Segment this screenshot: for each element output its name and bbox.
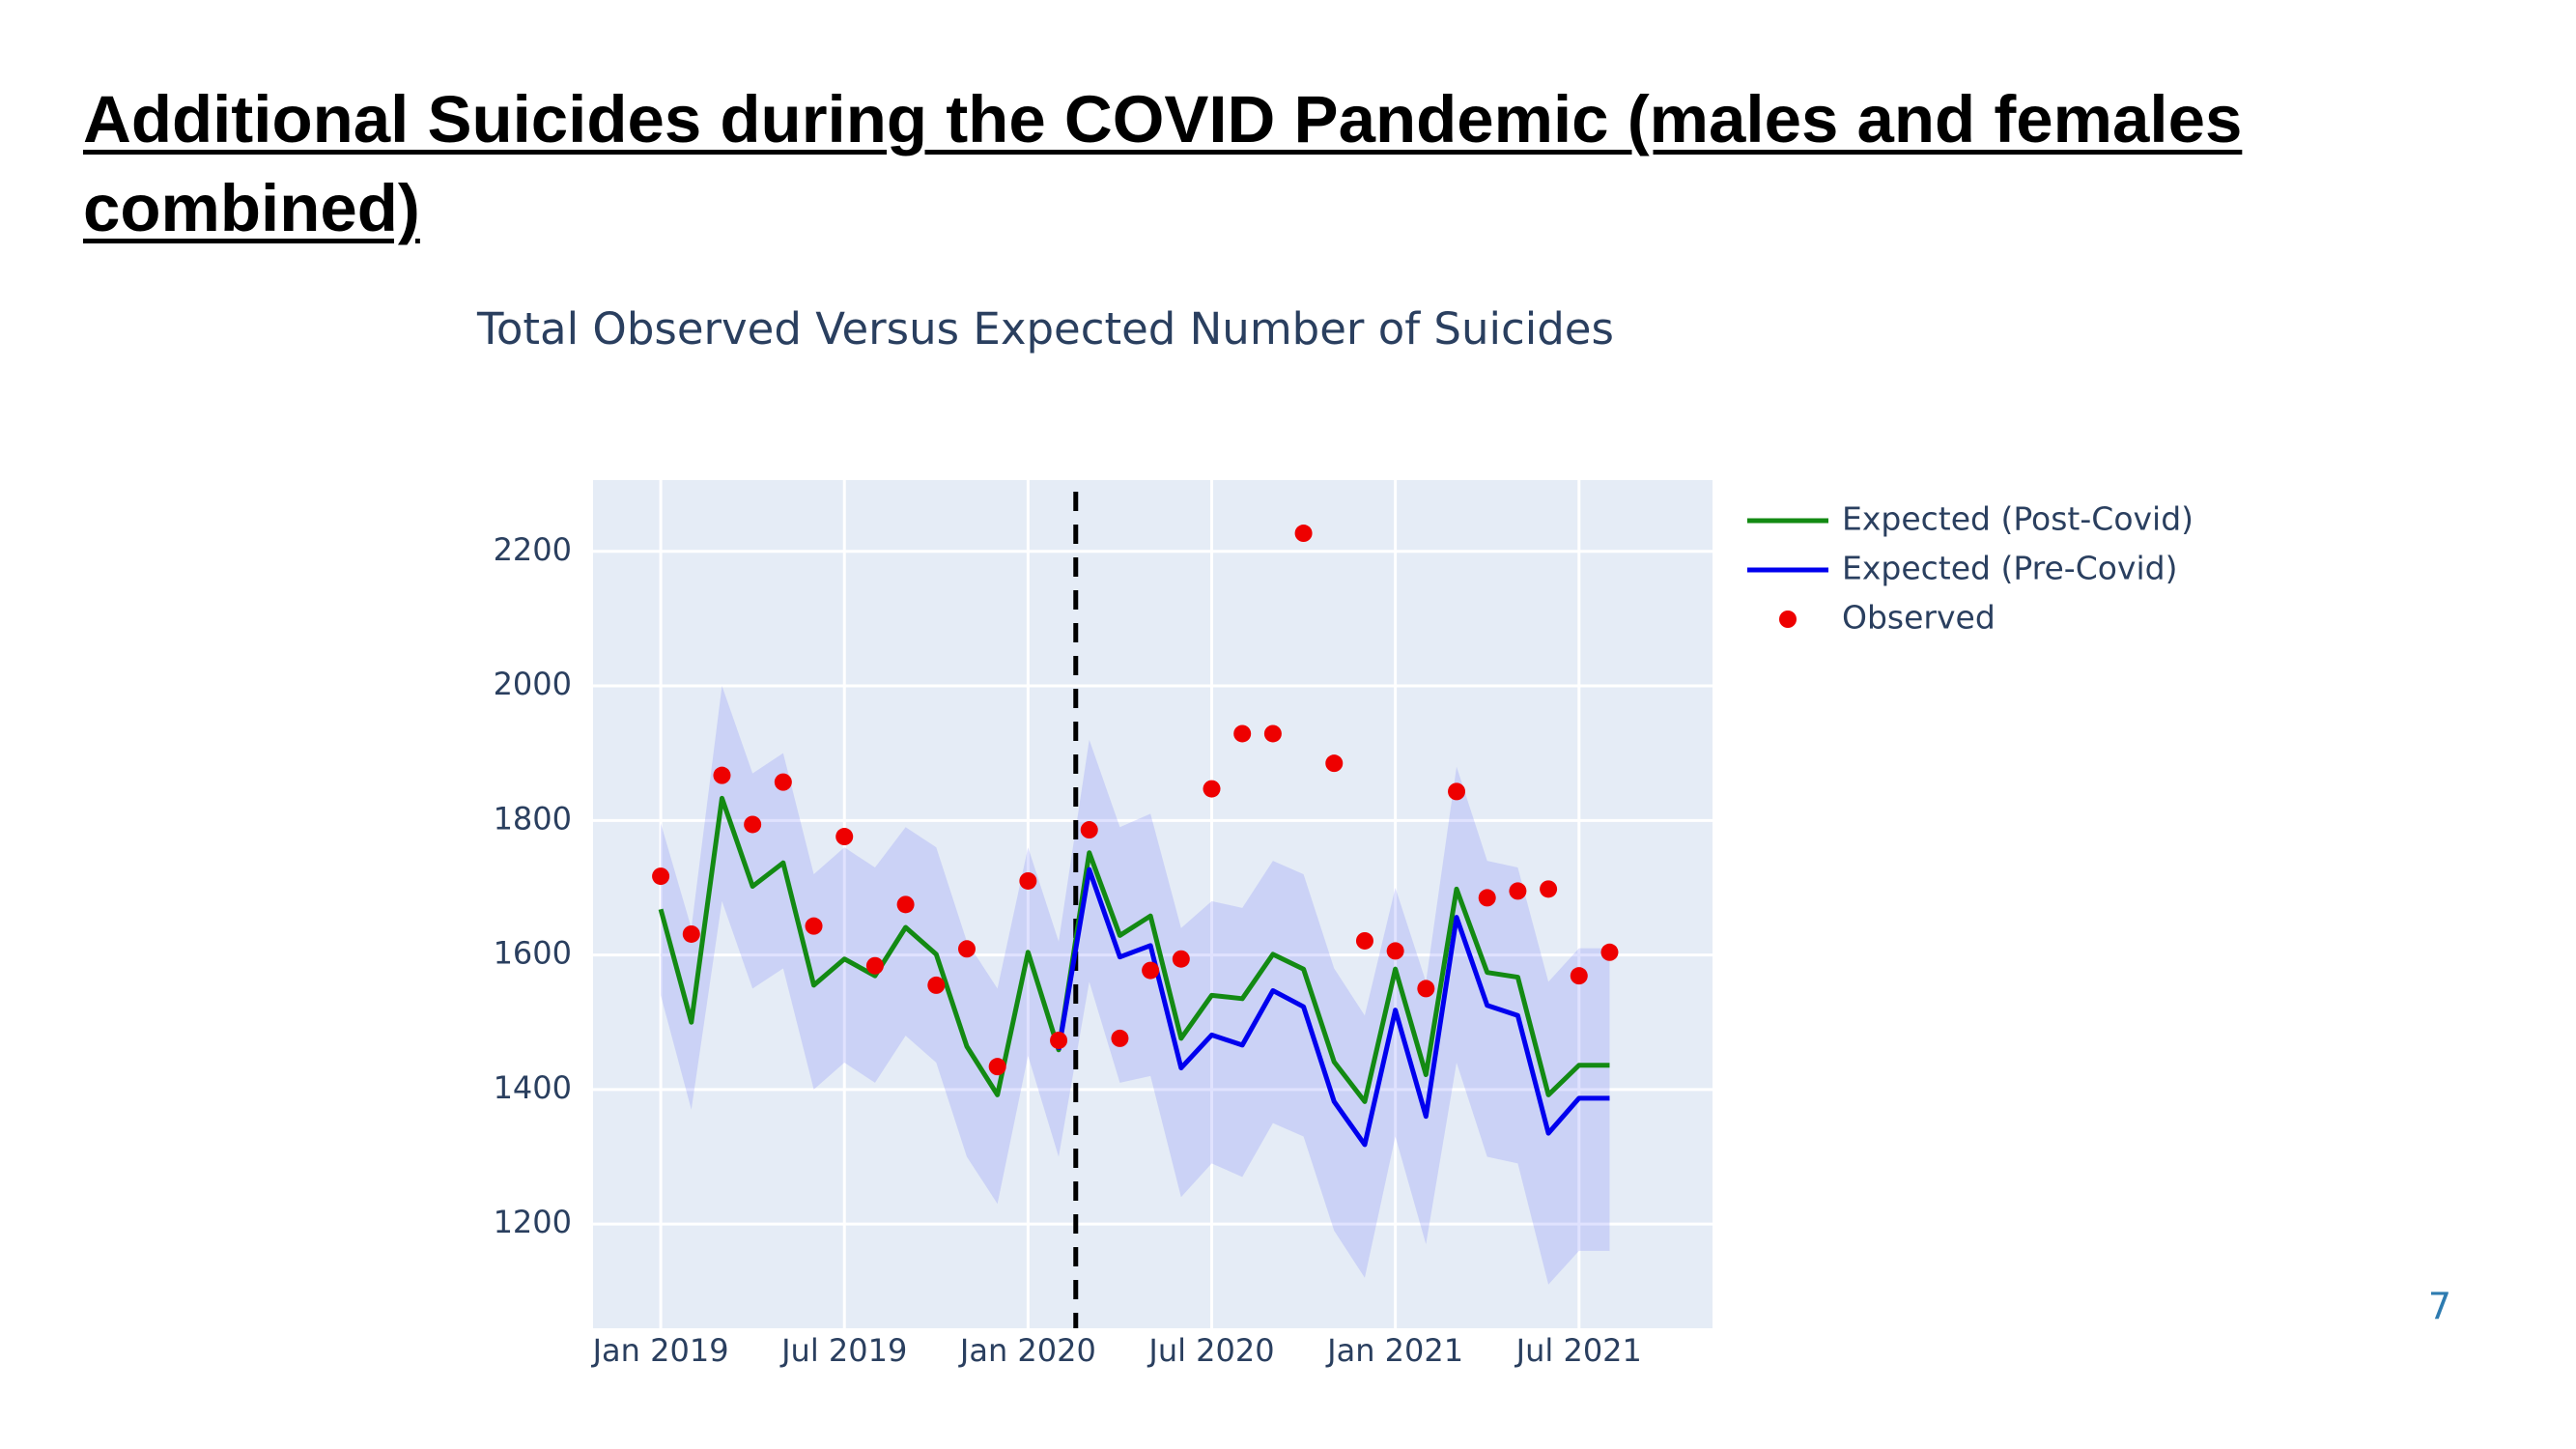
x-tick-label: Jan 2019 xyxy=(591,1332,729,1369)
x-tick-label: Jan 2020 xyxy=(958,1332,1096,1369)
observed-point xyxy=(652,867,670,886)
y-tick-label: 1600 xyxy=(494,935,572,972)
y-tick-label: 1400 xyxy=(494,1069,572,1106)
observed-point xyxy=(957,940,976,958)
observed-point xyxy=(896,895,915,914)
observed-point xyxy=(1509,882,1527,900)
observed-point xyxy=(988,1058,1006,1076)
observed-point xyxy=(1019,871,1037,890)
x-tick-label: Jul 2021 xyxy=(1514,1332,1642,1369)
chart-title: Total Observed Versus Expected Number of… xyxy=(476,303,1614,355)
observed-point xyxy=(1600,943,1619,961)
legend-label: Expected (Pre-Covid) xyxy=(1842,550,2177,587)
observed-point xyxy=(1050,1031,1068,1049)
observed-point xyxy=(744,815,762,834)
plot-area xyxy=(593,480,1713,1328)
observed-point xyxy=(1417,980,1435,998)
observed-point xyxy=(835,828,854,846)
observed-point xyxy=(1263,724,1282,743)
y-tick-label: 1800 xyxy=(494,800,572,837)
observed-point xyxy=(713,766,731,784)
series-line xyxy=(1056,867,1610,1148)
observed-point xyxy=(927,976,946,994)
observed-point xyxy=(1142,961,1160,980)
x-tick-label: Jan 2021 xyxy=(1325,1332,1463,1369)
observed-point xyxy=(1355,931,1373,950)
observed-point xyxy=(1540,880,1558,898)
x-tick-label: Jul 2020 xyxy=(1146,1332,1274,1369)
observed-point xyxy=(1448,782,1466,801)
observed-point xyxy=(682,924,700,943)
observed-point xyxy=(1111,1029,1129,1047)
y-tick-label: 2200 xyxy=(494,531,572,568)
observed-point xyxy=(1203,780,1221,798)
legend-label: Expected (Post-Covid) xyxy=(1842,500,2194,538)
observed-point xyxy=(1325,754,1344,773)
observed-point xyxy=(1233,724,1252,743)
observed-point xyxy=(1386,942,1404,960)
x-tick-label: Jul 2019 xyxy=(779,1332,907,1369)
observed-point xyxy=(865,956,884,975)
legend-label: Observed xyxy=(1842,599,1996,637)
series-line xyxy=(658,795,1610,1104)
slide-heading: Additional Suicides during the COVID Pan… xyxy=(83,82,2243,245)
observed-point xyxy=(1172,950,1190,968)
observed-point xyxy=(774,773,792,791)
observed-point xyxy=(1294,525,1313,543)
y-tick-label: 2000 xyxy=(494,666,572,702)
page-number: 7 xyxy=(2428,1286,2451,1328)
confidence-band xyxy=(661,686,1610,1285)
y-tick-label: 1200 xyxy=(494,1204,572,1240)
observed-point xyxy=(1478,889,1496,907)
observed-point xyxy=(805,917,823,935)
observed-point xyxy=(1080,821,1098,839)
legend-marker xyxy=(1779,611,1797,628)
observed-point xyxy=(1570,967,1588,985)
